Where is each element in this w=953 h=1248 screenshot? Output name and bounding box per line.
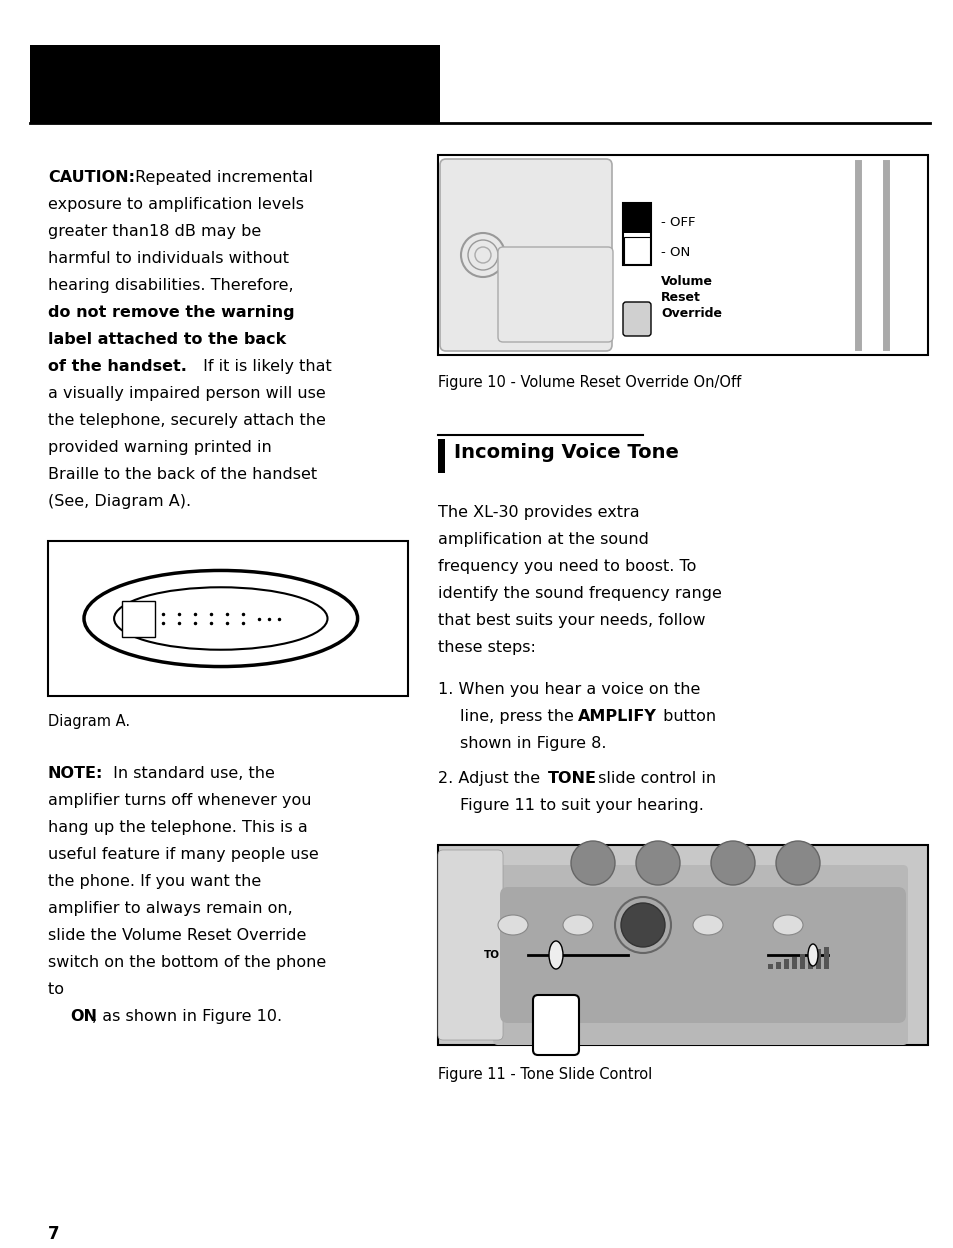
Text: If it is likely that: If it is likely that bbox=[198, 359, 332, 374]
Bar bbox=[767, 963, 772, 968]
Text: of the handset.: of the handset. bbox=[48, 359, 187, 374]
Bar bbox=[623, 237, 649, 265]
Circle shape bbox=[636, 841, 679, 885]
Text: The XL-30 provides extra: The XL-30 provides extra bbox=[437, 505, 639, 520]
Bar bbox=[791, 956, 796, 968]
Text: provided warning printed in: provided warning printed in bbox=[48, 441, 272, 456]
Bar bbox=[783, 958, 788, 968]
Text: Repeated incremental: Repeated incremental bbox=[130, 170, 313, 185]
Circle shape bbox=[775, 841, 820, 885]
Bar bbox=[815, 948, 821, 968]
Text: identify the sound frequency range: identify the sound frequency range bbox=[437, 587, 721, 602]
Ellipse shape bbox=[114, 588, 327, 650]
Ellipse shape bbox=[562, 915, 593, 935]
Ellipse shape bbox=[772, 915, 802, 935]
Text: the telephone, securely attach the: the telephone, securely attach the bbox=[48, 413, 326, 428]
Text: Figure 11 to suit your hearing.: Figure 11 to suit your hearing. bbox=[459, 797, 703, 812]
Ellipse shape bbox=[84, 570, 357, 666]
Text: 1. When you hear a voice on the: 1. When you hear a voice on the bbox=[437, 681, 700, 696]
FancyBboxPatch shape bbox=[439, 158, 612, 351]
Text: shown in Figure 8.: shown in Figure 8. bbox=[459, 736, 606, 751]
Text: HOLD: HOLD bbox=[499, 904, 525, 912]
Text: exposure to amplification levels: exposure to amplification levels bbox=[48, 197, 304, 212]
Circle shape bbox=[571, 841, 615, 885]
Text: (Continued): (Continued) bbox=[48, 94, 178, 112]
Text: amplifier turns off whenever you: amplifier turns off whenever you bbox=[48, 792, 312, 807]
Text: 2. Adjust the: 2. Adjust the bbox=[437, 771, 545, 786]
Text: (See, Diagram A).: (See, Diagram A). bbox=[48, 494, 191, 509]
Bar bbox=[437, 439, 444, 473]
Text: , as shown in Figure 10.: , as shown in Figure 10. bbox=[91, 1008, 282, 1025]
Ellipse shape bbox=[692, 915, 722, 935]
Bar bbox=[823, 946, 828, 968]
FancyBboxPatch shape bbox=[499, 887, 905, 1023]
Text: AMPLIFY: AMPLIFY bbox=[625, 955, 659, 963]
Text: LO: LO bbox=[521, 968, 534, 978]
FancyBboxPatch shape bbox=[437, 850, 502, 1040]
Text: Braille to the back of the handset: Braille to the back of the handset bbox=[48, 467, 316, 482]
Text: 7: 7 bbox=[48, 1226, 59, 1243]
Text: REDIAL: REDIAL bbox=[771, 904, 803, 912]
Text: hang up the telephone. This is a: hang up the telephone. This is a bbox=[48, 820, 308, 835]
Text: ON: ON bbox=[70, 1008, 97, 1025]
Text: Diagram A.: Diagram A. bbox=[48, 714, 130, 729]
Circle shape bbox=[710, 841, 754, 885]
Bar bbox=[122, 600, 155, 636]
Text: a visually impaired person will use: a visually impaired person will use bbox=[48, 386, 325, 401]
Text: Using Your XL-30: Using Your XL-30 bbox=[48, 62, 234, 82]
Text: the phone. If you want the: the phone. If you want the bbox=[48, 874, 261, 889]
Text: frequency you need to boost. To: frequency you need to boost. To bbox=[437, 559, 696, 574]
Text: PROG: PROG bbox=[564, 904, 590, 912]
Bar bbox=[622, 203, 650, 265]
Text: amplifier to always remain on,: amplifier to always remain on, bbox=[48, 901, 293, 916]
Text: HI: HI bbox=[618, 968, 627, 978]
Text: TONE: TONE bbox=[547, 771, 597, 786]
Text: In standard use, the: In standard use, the bbox=[108, 766, 274, 781]
FancyBboxPatch shape bbox=[497, 247, 613, 342]
Text: VOL: VOL bbox=[832, 942, 850, 951]
Text: FLASH: FLASH bbox=[693, 904, 721, 912]
Text: AMPLIFY: AMPLIFY bbox=[578, 709, 657, 724]
Text: line, press the: line, press the bbox=[459, 709, 578, 724]
Text: NOTE:: NOTE: bbox=[48, 766, 103, 781]
Text: Incoming Voice Tone: Incoming Voice Tone bbox=[454, 443, 679, 462]
Bar bbox=[437, 845, 927, 1045]
FancyBboxPatch shape bbox=[493, 865, 907, 1045]
Text: button: button bbox=[658, 709, 716, 724]
Text: that best suits your needs, follow: that best suits your needs, follow bbox=[437, 613, 705, 628]
Ellipse shape bbox=[540, 1000, 571, 1050]
Text: - ON: - ON bbox=[660, 247, 690, 260]
Text: useful feature if many people use: useful feature if many people use bbox=[48, 847, 318, 862]
Text: Figure 10 - Volume Reset Override On/Off: Figure 10 - Volume Reset Override On/Off bbox=[437, 374, 740, 389]
FancyBboxPatch shape bbox=[622, 302, 650, 336]
Bar bbox=[30, 45, 439, 124]
Circle shape bbox=[620, 904, 664, 947]
Ellipse shape bbox=[497, 915, 527, 935]
Text: slide the Volume Reset Override: slide the Volume Reset Override bbox=[48, 929, 306, 943]
Text: amplification at the sound: amplification at the sound bbox=[437, 532, 648, 547]
Text: Volume
Reset
Override: Volume Reset Override bbox=[660, 275, 721, 319]
FancyBboxPatch shape bbox=[533, 995, 578, 1055]
Bar bbox=[437, 155, 927, 354]
Bar bbox=[775, 961, 781, 968]
Bar bbox=[48, 540, 408, 696]
Text: greater than18 dB may be: greater than18 dB may be bbox=[48, 223, 261, 240]
Bar bbox=[800, 953, 804, 968]
Text: Figure 11 - Tone Slide Control: Figure 11 - Tone Slide Control bbox=[437, 1067, 652, 1082]
Text: label attached to the back: label attached to the back bbox=[48, 332, 286, 347]
Text: harmful to individuals without: harmful to individuals without bbox=[48, 251, 289, 266]
Text: slide control in: slide control in bbox=[593, 771, 716, 786]
Text: - OFF: - OFF bbox=[660, 216, 695, 230]
Text: CAUTION:: CAUTION: bbox=[48, 170, 135, 185]
Bar bbox=[807, 951, 812, 968]
Text: hearing disabilities. Therefore,: hearing disabilities. Therefore, bbox=[48, 278, 294, 293]
Text: to: to bbox=[48, 982, 69, 997]
Text: TONE: TONE bbox=[483, 950, 516, 960]
Bar bbox=[623, 203, 649, 233]
Ellipse shape bbox=[807, 943, 817, 966]
Text: do not remove the warning: do not remove the warning bbox=[48, 305, 294, 319]
Ellipse shape bbox=[548, 941, 562, 968]
Text: these steps:: these steps: bbox=[437, 640, 536, 655]
Text: switch on the bottom of the phone: switch on the bottom of the phone bbox=[48, 955, 326, 970]
